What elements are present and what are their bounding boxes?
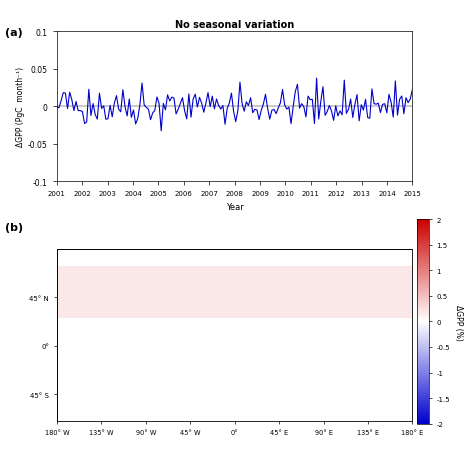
X-axis label: Year: Year — [226, 202, 244, 212]
Title: No seasonal variation: No seasonal variation — [175, 20, 294, 30]
Y-axis label: ΔGPP (%): ΔGPP (%) — [455, 304, 464, 340]
Text: (b): (b) — [5, 222, 23, 232]
Text: (a): (a) — [5, 28, 22, 38]
Y-axis label: ΔGPP (PgC  month⁻¹): ΔGPP (PgC month⁻¹) — [16, 67, 25, 147]
